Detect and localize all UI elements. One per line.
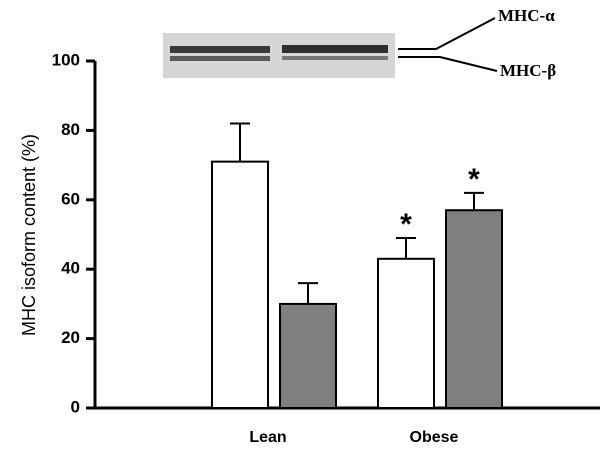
x-tick-label: Lean (249, 429, 286, 446)
y-tick-label: 100 (52, 50, 80, 69)
chart: MHC-α MHC-β MHC isoform content (%) 0 20 4… (0, 0, 611, 450)
gel-band (282, 45, 388, 53)
y-tick-label: 80 (61, 120, 80, 139)
gel-band (170, 46, 270, 53)
error-bar (396, 238, 416, 259)
gel-image: MHC-α MHC-β (163, 6, 556, 80)
gel-pointer (398, 57, 497, 71)
error-bar (230, 123, 250, 161)
gel-pointer (398, 18, 495, 49)
gel-label: MHC-β (500, 61, 556, 80)
bar (378, 259, 434, 408)
bar (280, 304, 336, 408)
gel-band (170, 56, 270, 61)
bar (446, 210, 502, 408)
bar (212, 162, 268, 408)
significance-marker: * (400, 208, 412, 241)
y-tick-label: 20 (61, 328, 80, 347)
x-tick-label: Obese (410, 429, 459, 446)
y-tick-label: 40 (61, 259, 80, 278)
gel-label: MHC-α (498, 6, 555, 25)
gel-background (163, 33, 395, 78)
y-tick-label: 60 (61, 189, 80, 208)
y-axis-label: MHC isoform content (%) (19, 134, 39, 336)
y-tick-label: 0 (71, 397, 80, 416)
gel-band (282, 56, 388, 60)
significance-marker: * (468, 163, 480, 196)
error-bar (298, 283, 318, 304)
